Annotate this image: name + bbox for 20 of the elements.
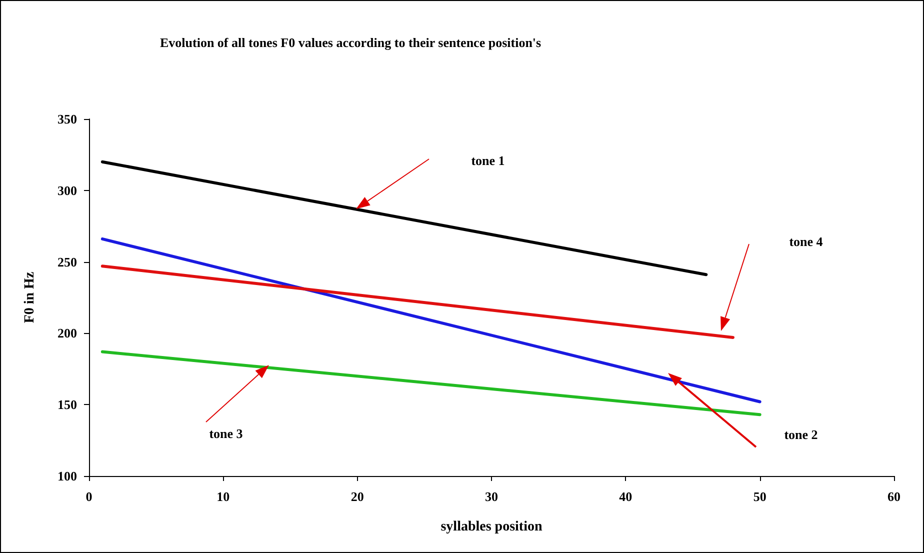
y-tick-label: 250 (58, 254, 77, 270)
y-tick-label: 300 (58, 182, 77, 198)
chart-title: Evolution of all tones F0 values according to their sentence position's (160, 35, 542, 50)
y-tick-label: 350 (58, 112, 77, 126)
y-tick-label: 100 (58, 468, 77, 484)
x-tick-label: 20 (350, 489, 364, 504)
y-tick-label: 200 (58, 326, 77, 341)
annotation: tone 4 (789, 234, 824, 249)
x-tick-label: 10 (216, 489, 230, 504)
annotation: tone 2 (784, 426, 818, 442)
annotation: tone 1 (471, 152, 505, 168)
x-axis-title: syllables position (440, 520, 542, 534)
x-tick-label: 0 (86, 489, 92, 504)
x-tick-label: 30 (485, 489, 498, 504)
x-tick-label: 50 (753, 489, 766, 504)
x-tick-label: 40 (619, 489, 632, 504)
y-axis-title: F0 in Hz (22, 272, 38, 324)
y-tick-label: 150 (58, 397, 77, 412)
x-tick-label: 60 (888, 489, 900, 504)
annotation: tone 3 (209, 426, 244, 441)
